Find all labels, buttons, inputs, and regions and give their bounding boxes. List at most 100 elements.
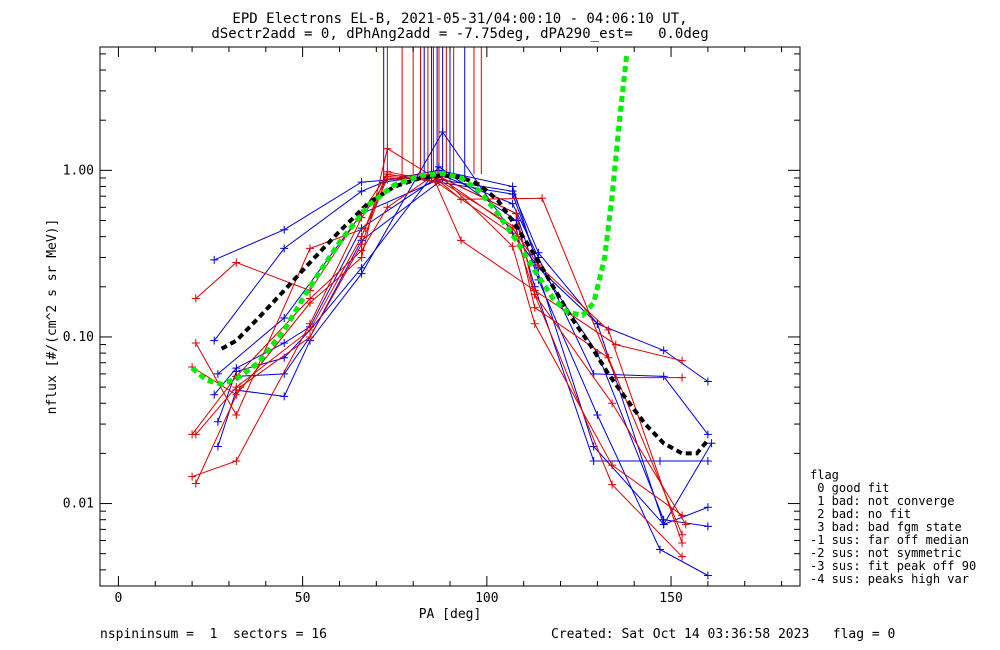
data-point-blue bbox=[703, 522, 712, 531]
data-point-blue bbox=[703, 457, 712, 466]
data-point-blue bbox=[213, 417, 222, 426]
footer-right-text: Created: Sat Oct 14 03:36:58 2023 flag =… bbox=[551, 627, 896, 642]
data-point-red bbox=[508, 242, 517, 251]
data-point-red bbox=[608, 399, 617, 408]
data-point-red bbox=[191, 479, 200, 488]
legend-item-0: 0 good fit bbox=[810, 481, 890, 495]
data-point-red bbox=[457, 236, 466, 245]
data-point-red bbox=[357, 253, 366, 262]
y-tick-label: 0.10 bbox=[63, 330, 94, 345]
series-line-blue bbox=[217, 166, 708, 462]
data-point-blue bbox=[656, 545, 664, 554]
data-point-red bbox=[604, 326, 613, 335]
data-point-red bbox=[530, 290, 539, 299]
data-point-blue bbox=[357, 178, 366, 187]
data-point-red bbox=[191, 294, 200, 303]
data-point-blue bbox=[213, 442, 222, 451]
legend-item-2: 2 bad: no fit bbox=[810, 507, 912, 521]
data-point-blue bbox=[210, 390, 219, 399]
data-point-blue bbox=[656, 457, 664, 466]
data-point-blue bbox=[508, 199, 517, 208]
data-point-red bbox=[678, 373, 687, 382]
data-point-blue bbox=[534, 248, 543, 257]
data-point-blue bbox=[210, 255, 219, 264]
series-line-blue bbox=[217, 179, 713, 526]
data-point-red bbox=[232, 457, 241, 466]
data-point-red bbox=[530, 303, 539, 312]
data-point-blue bbox=[213, 369, 222, 378]
data-point-red bbox=[678, 538, 687, 547]
data-point-blue bbox=[659, 372, 668, 381]
chart-title-line-2: dSectr2add = 0, dPhAng2add = -7.75deg, d… bbox=[211, 26, 709, 42]
data-point-red bbox=[681, 520, 690, 529]
data-point-blue bbox=[707, 439, 716, 448]
series-line-blue bbox=[217, 131, 709, 525]
data-point-red bbox=[357, 232, 366, 241]
data-point-red bbox=[306, 244, 314, 253]
data-point-blue bbox=[438, 127, 447, 136]
data-point-red bbox=[383, 167, 392, 176]
data-point-red bbox=[232, 411, 241, 420]
series-line-blue bbox=[213, 175, 709, 576]
fit-curve-green bbox=[190, 53, 630, 387]
series-line-red bbox=[191, 147, 683, 535]
series-line-red bbox=[191, 175, 683, 558]
data-point-red bbox=[608, 480, 617, 489]
footer-left-text: nspininsum = 1 sectors = 16 bbox=[100, 627, 327, 642]
data-point-red bbox=[383, 144, 392, 153]
data-point-red bbox=[232, 383, 241, 392]
data-point-blue bbox=[589, 457, 598, 466]
data-point-blue bbox=[659, 346, 668, 355]
data-point-blue bbox=[280, 244, 289, 253]
legend-item-6: -3 sus: fit peak off 90 bbox=[810, 559, 977, 573]
data-point-red bbox=[191, 430, 200, 439]
data-point-red bbox=[306, 326, 314, 335]
data-point-red bbox=[512, 209, 521, 218]
data-point-blue bbox=[434, 162, 443, 171]
x-tick-label: 100 bbox=[475, 591, 498, 606]
x-tick-label: 150 bbox=[659, 591, 682, 606]
data-point-red bbox=[604, 353, 613, 362]
data-point-red bbox=[188, 472, 197, 481]
data-point-blue bbox=[659, 520, 668, 529]
data-point-red bbox=[191, 338, 200, 347]
data-point-blue bbox=[703, 571, 712, 580]
data-point-red bbox=[608, 461, 617, 470]
flag-legend: flag 0 good fit 1 bad: not converge 2 ba… bbox=[810, 469, 976, 586]
series-line-blue bbox=[214, 169, 709, 382]
data-point-red bbox=[530, 319, 539, 328]
data-point-blue bbox=[508, 187, 517, 196]
series-line-blue bbox=[213, 173, 709, 435]
legend-title: flag bbox=[810, 468, 839, 482]
series-line-red bbox=[195, 177, 683, 417]
data-point-red bbox=[538, 194, 547, 203]
data-point-blue bbox=[593, 319, 602, 328]
data-point-red bbox=[678, 552, 687, 561]
legend-item-1: 1 bad: not converge bbox=[810, 494, 955, 508]
data-point-blue bbox=[593, 411, 602, 420]
data-point-blue bbox=[280, 338, 289, 347]
data-point-blue bbox=[280, 313, 289, 322]
x-tick-label: 0 bbox=[115, 591, 123, 606]
y-tick-label: 1.00 bbox=[63, 163, 94, 178]
data-point-blue bbox=[512, 216, 521, 225]
legend-item-3: 3 bad: bad fgm state bbox=[810, 520, 962, 534]
data-point-blue bbox=[280, 392, 289, 401]
data-point-blue bbox=[703, 503, 712, 512]
data-point-blue bbox=[280, 225, 289, 234]
data-point-red bbox=[383, 203, 392, 212]
legend-item-7: -4 sus: peaks high var bbox=[810, 572, 969, 586]
y-tick-label: 0.01 bbox=[63, 497, 94, 512]
x-axis-label: PA [deg] bbox=[419, 607, 482, 622]
legend-item-5: -2 sus: not symmetric bbox=[810, 546, 962, 560]
data-point-blue bbox=[357, 187, 366, 196]
fit-curve-black bbox=[220, 173, 710, 456]
data-point-red bbox=[678, 356, 687, 365]
data-point-blue bbox=[210, 336, 219, 345]
x-tick-label: 50 bbox=[295, 591, 311, 606]
data-point-red bbox=[232, 258, 241, 267]
legend-item-4: -1 sus: far off median bbox=[810, 533, 969, 547]
data-point-red bbox=[431, 177, 440, 186]
